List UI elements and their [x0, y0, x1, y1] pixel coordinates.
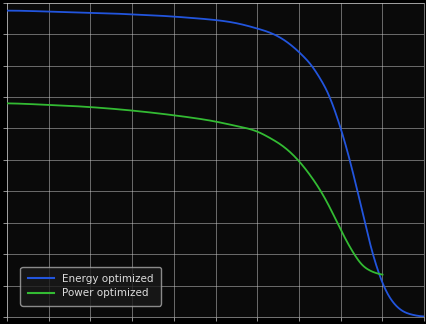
Legend: Energy optimized, Power optimized: Energy optimized, Power optimized [20, 267, 161, 306]
